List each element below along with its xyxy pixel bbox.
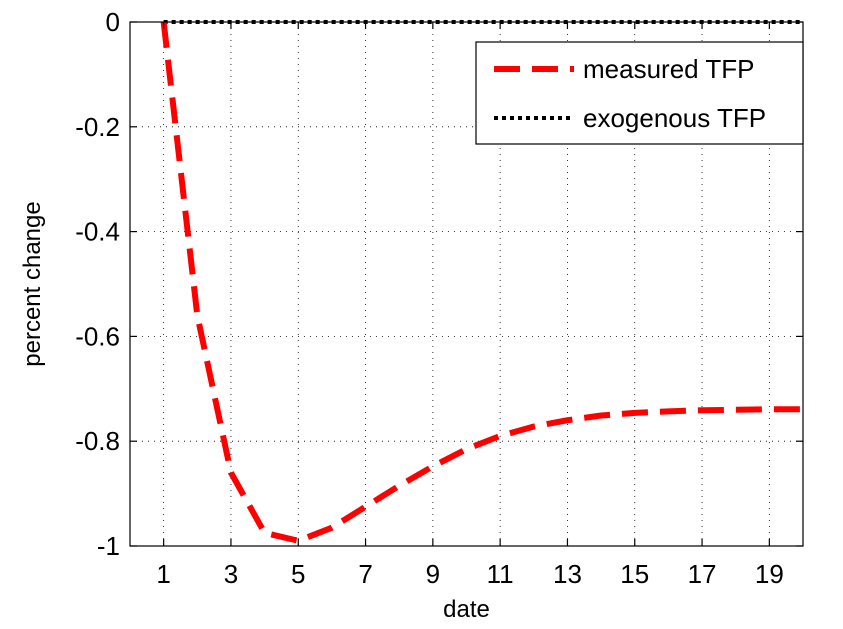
x-tick-label: 5 (291, 559, 305, 589)
legend-box (475, 41, 804, 145)
x-tick-label: 15 (620, 559, 649, 589)
x-tick-label: 19 (755, 559, 784, 589)
y-axis-label: percent change (19, 201, 46, 366)
x-tick-label: 11 (487, 559, 514, 589)
y-tick-label: -0.2 (75, 112, 120, 142)
y-tick-label: -0.6 (75, 321, 120, 351)
plot-frame (129, 21, 804, 547)
y-tick-label: -1 (97, 531, 120, 561)
x-tick-label: 17 (688, 559, 717, 589)
x-tick-label: 7 (358, 559, 372, 589)
series-line-measured-tfp (160, 21, 803, 544)
x-tick-label: 3 (224, 559, 238, 589)
legend: measured TFP exogenous TFP (475, 41, 804, 145)
y-tick-label: -0.8 (75, 426, 120, 456)
axis-ticks: 1 3 5 7 9 11 13 15 17 190-0.2-0.4-0.6-0.8-1 (75, 7, 803, 589)
y-tick-label: 0 (106, 7, 120, 37)
x-tick-label: 9 (426, 559, 440, 589)
y-tick-label: -0.4 (75, 217, 120, 247)
x-tick-label: 13 (553, 559, 582, 589)
x-tick-label: 1 (156, 559, 170, 589)
legend-label-exogenous-tfp: exogenous TFP (583, 103, 766, 133)
legend-label-measured-tfp: measured TFP (583, 54, 754, 84)
x-axis-label: date (443, 596, 490, 623)
